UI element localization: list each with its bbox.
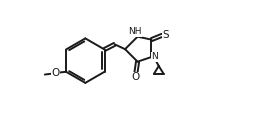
- Text: O: O: [51, 68, 59, 78]
- Text: S: S: [163, 30, 169, 40]
- Text: N: N: [152, 52, 158, 61]
- Text: NH: NH: [128, 27, 141, 36]
- Text: O: O: [132, 72, 140, 82]
